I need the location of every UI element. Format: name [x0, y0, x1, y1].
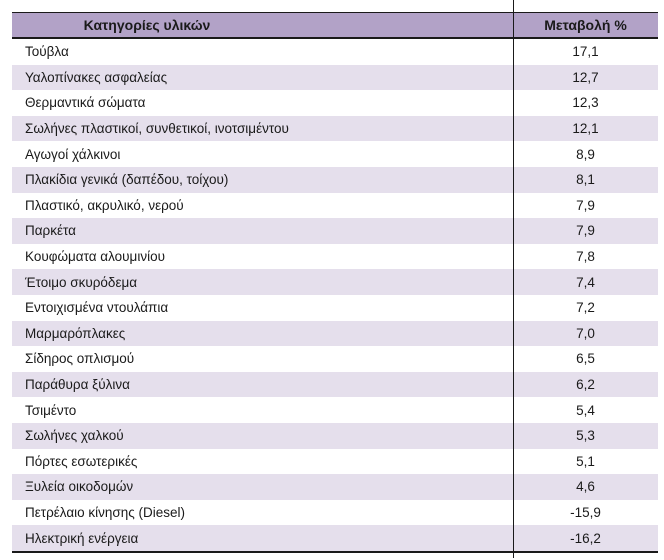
- category-cell: Παρκέτα: [25, 223, 76, 239]
- table-row: Εντοιχισμένα ντουλάπια 7,2: [12, 294, 658, 321]
- table-row: Κουφώματα αλουμινίου 7,8: [12, 243, 658, 270]
- table-row: Πόρτες εσωτερικές 5,1: [12, 448, 658, 475]
- column-header-change-percent: Μεταβολή %: [544, 17, 627, 33]
- change-value-cell: 7,8: [576, 249, 595, 265]
- table-row: Παράθυρα ξύλινα 6,2: [12, 371, 658, 398]
- change-value-cell: 8,9: [576, 146, 595, 162]
- category-cell: Πλακίδια γενικά (δαπέδου, τοίχου): [25, 172, 229, 188]
- table-row: Πλακίδια γενικά (δαπέδου, τοίχου) 8,1: [12, 166, 658, 193]
- table-row: Πετρέλαιο κίνησης (Diesel) -15,9: [12, 499, 658, 526]
- change-value-cell: 7,2: [576, 300, 595, 316]
- category-cell: Κουφώματα αλουμινίου: [25, 249, 165, 265]
- category-cell: Ηλεκτρική ενέργεια: [25, 530, 139, 546]
- table-row: Σωλήνες πλαστικοί, συνθετικοί, ινοτσιμέν…: [12, 115, 658, 142]
- change-value-cell: 6,5: [576, 351, 595, 367]
- table-row: Έτοιμο σκυρόδεμα 7,4: [12, 269, 658, 295]
- category-cell: Μαρμαρόπλακες: [25, 325, 126, 341]
- change-value-cell: 7,9: [576, 197, 595, 213]
- column-header-categories: Κατηγορίες υλικών: [83, 17, 211, 33]
- table-row: Μαρμαρόπλακες 7,0: [12, 320, 658, 347]
- change-value-cell: 5,1: [576, 453, 595, 469]
- table-row: Σωλήνες χαλκού 5,3: [12, 422, 658, 449]
- category-cell: Ξυλεία οικοδομών: [25, 479, 134, 495]
- category-cell: Τσιμέντο: [25, 402, 77, 418]
- category-cell: Πόρτες εσωτερικές: [25, 453, 138, 469]
- change-value-cell: 12,3: [572, 95, 599, 111]
- change-value-cell: 8,1: [576, 172, 595, 188]
- change-value-cell: 5,4: [576, 402, 595, 418]
- category-cell: Πλαστικό, ακρυλικό, νερού: [25, 197, 184, 213]
- category-cell: Έτοιμο σκυρόδεμα: [25, 274, 138, 290]
- change-value-cell: 7,9: [576, 223, 595, 239]
- column-divider-line: [513, 0, 514, 558]
- category-cell: Αγωγοί χάλκινοι: [25, 146, 121, 162]
- table-row: Αγωγοί χάλκινοι 8,9: [12, 141, 658, 167]
- table-row: Υαλοπίνακες ασφαλείας 12,7: [12, 64, 658, 91]
- category-cell: Θερμαντικά σώματα: [25, 95, 146, 111]
- change-value-cell: 12,7: [572, 69, 599, 85]
- table-row: Τούβλα 17,1: [12, 39, 658, 65]
- change-value-cell: 6,2: [576, 377, 595, 393]
- change-value-cell: -15,9: [570, 504, 601, 520]
- category-cell: Σωλήνες πλαστικοί, συνθετικοί, ινοτσιμέν…: [25, 121, 289, 137]
- table-row: Ηλεκτρική ενέργεια -16,2: [12, 525, 658, 551]
- change-value-cell: -16,2: [570, 530, 601, 546]
- table-row: Θερμαντικά σώματα 12,3: [12, 90, 658, 116]
- category-cell: Σωλήνες χαλκού: [25, 428, 124, 444]
- table-row: Τσιμέντο 5,4: [12, 397, 658, 423]
- category-cell: Εντοιχισμένα ντουλάπια: [25, 300, 169, 316]
- change-value-cell: 12,1: [572, 121, 599, 137]
- category-cell: Υαλοπίνακες ασφαλείας: [25, 69, 168, 85]
- table-header-row: Κατηγορίες υλικών Μεταβολή %: [12, 13, 658, 39]
- change-value-cell: 4,6: [576, 479, 595, 495]
- table-row: Σίδηρος οπλισμού 6,5: [12, 346, 658, 372]
- table-row: Πλαστικό, ακρυλικό, νερού 7,9: [12, 192, 658, 219]
- table-body: Τούβλα 17,1 Υαλοπίνακες ασφαλείας 12,7 Θ…: [12, 39, 658, 551]
- change-value-cell: 5,3: [576, 428, 595, 444]
- change-value-cell: 7,0: [576, 325, 595, 341]
- category-cell: Πετρέλαιο κίνησης (Diesel): [25, 504, 186, 520]
- category-cell: Τούβλα: [25, 44, 69, 60]
- change-value-cell: 7,4: [576, 274, 595, 290]
- category-cell: Σίδηρος οπλισμού: [25, 351, 135, 367]
- table-row: Ξυλεία οικοδομών 4,6: [12, 474, 658, 500]
- change-value-cell: 17,1: [572, 44, 599, 60]
- category-cell: Παράθυρα ξύλινα: [25, 377, 130, 393]
- materials-change-table: Κατηγορίες υλικών Μεταβολή % Τούβλα 17,1…: [12, 12, 658, 553]
- table-row: Παρκέτα 7,9: [12, 218, 658, 244]
